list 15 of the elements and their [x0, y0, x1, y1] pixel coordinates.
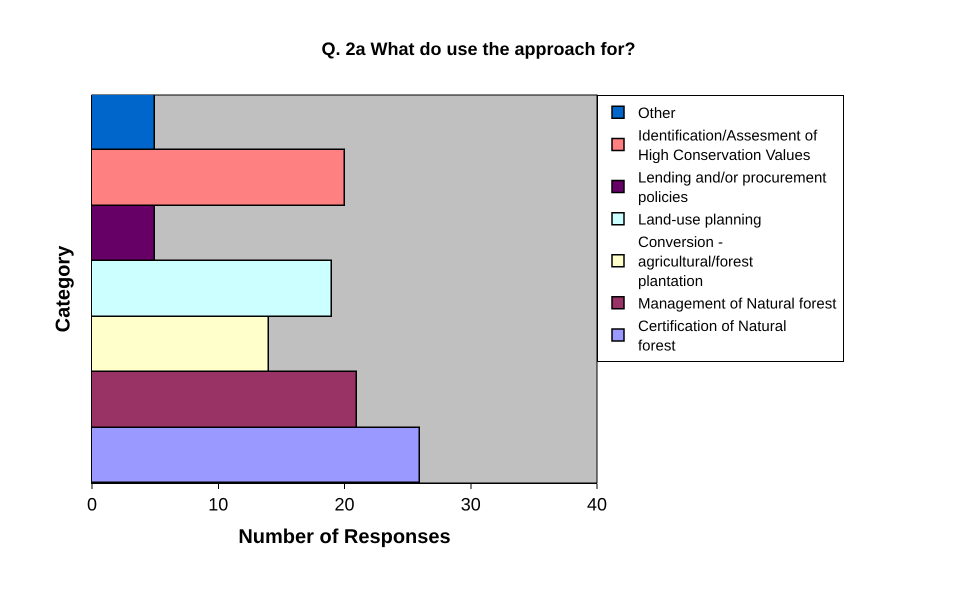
x-tick-label: 10 [208, 494, 228, 515]
legend-label: Land-use planning [638, 212, 762, 229]
y-axis-title: Category [52, 244, 74, 332]
x-tick-label: 0 [86, 494, 98, 515]
legend-label: Conversion - agricultural/forest plantation [638, 234, 754, 290]
x-tick-label: 40 [586, 494, 608, 515]
x-tick-label: 30 [460, 494, 481, 515]
legend-label: Other [638, 105, 676, 122]
x-axis-title: Number of Responses [238, 526, 451, 548]
chart-title: Q. 2a What do use the approach for? [321, 38, 636, 59]
legend-label: Identification/Assesment of High Conservation Values [638, 128, 818, 164]
legend-label: Certification of Natural forest [638, 318, 786, 355]
legend-label: Lending and/or procurement policies [638, 170, 828, 206]
x-tick-label: 20 [334, 494, 355, 515]
legend-label: Management of Natural forest [638, 296, 838, 313]
